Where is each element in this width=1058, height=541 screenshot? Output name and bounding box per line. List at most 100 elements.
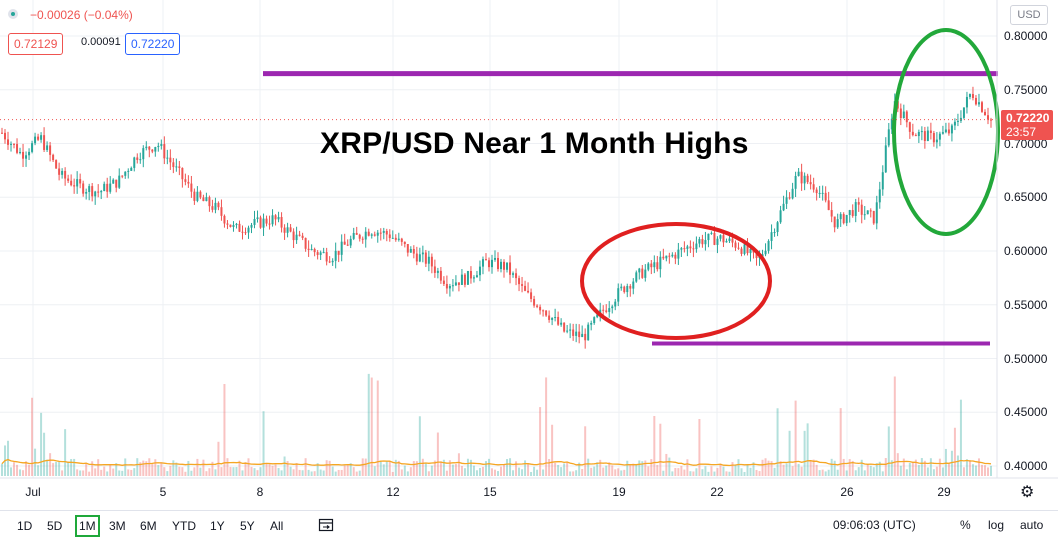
volume-bar — [545, 377, 548, 476]
settings-gear-icon[interactable]: ⚙ — [1020, 484, 1035, 501]
volume-bar — [367, 373, 370, 476]
volume-bar — [358, 470, 361, 476]
volume-bar — [635, 463, 638, 476]
volume-bar — [493, 469, 496, 476]
volume-bar — [536, 469, 539, 476]
volume-bar — [334, 471, 337, 476]
candle-body — [887, 129, 890, 146]
candle-body — [46, 145, 49, 150]
candle-body — [500, 261, 503, 270]
volume-bar — [845, 470, 848, 476]
candle-body — [172, 162, 175, 168]
timeframe-5y[interactable]: 5Y — [240, 519, 255, 533]
candle-body — [824, 192, 827, 201]
timeframe-1d[interactable]: 1D — [17, 519, 33, 533]
volume-bar — [698, 419, 701, 476]
timeframe-6m[interactable]: 6M — [140, 519, 157, 533]
candle-body — [629, 286, 632, 289]
candle-body — [605, 310, 608, 312]
candle-body — [148, 146, 151, 150]
volume-bar — [755, 469, 758, 476]
volume-bar — [647, 466, 650, 476]
volume-bar — [355, 471, 358, 476]
volume-bar — [512, 470, 515, 476]
volume-bar — [124, 458, 127, 476]
candle-body — [953, 121, 956, 126]
candle-body — [602, 309, 605, 311]
timeframe-1m[interactable]: 1M — [75, 515, 100, 537]
price-axis-label: 0.60000 — [1004, 244, 1048, 258]
volume-bar — [100, 469, 103, 476]
candle-body — [340, 241, 343, 255]
log-scale-toggle[interactable]: log — [988, 518, 1005, 532]
candle-body — [493, 257, 496, 260]
candle-body — [76, 179, 79, 187]
volume-bar — [385, 461, 388, 476]
volume-bar — [662, 470, 665, 476]
volume-bar — [566, 462, 569, 476]
candle-body — [608, 308, 611, 312]
volume-bar — [70, 459, 73, 476]
date-range-icon[interactable] — [318, 517, 334, 533]
time-axis-label: 5 — [159, 485, 167, 499]
timeframe-1y[interactable]: 1Y — [210, 519, 225, 533]
ask-button[interactable]: 0.72220 — [125, 33, 181, 55]
volume-bar — [154, 459, 157, 476]
candle-body — [133, 157, 136, 168]
volume-bar — [43, 432, 46, 476]
candle-body — [253, 219, 256, 225]
candle-body — [367, 231, 370, 236]
volume-bar — [292, 469, 295, 476]
volume-bar — [914, 459, 917, 476]
candle-body — [391, 237, 394, 239]
candle-body — [394, 237, 397, 240]
symbol-status-icon — [8, 9, 18, 19]
candle-body — [61, 170, 64, 175]
currency-selector[interactable]: USD — [1010, 5, 1048, 25]
candle-body — [307, 248, 310, 250]
candle-body — [124, 171, 127, 176]
timeframe-all[interactable]: All — [270, 519, 284, 533]
volume-bar — [373, 466, 376, 476]
volume-bar — [770, 461, 773, 476]
volume-bar — [451, 464, 454, 476]
timeframe-3m[interactable]: 3M — [109, 519, 126, 533]
candle-body — [611, 306, 614, 309]
volume-bar — [764, 458, 767, 476]
candle-body — [518, 278, 521, 285]
volume-bar — [518, 467, 521, 476]
candle-body — [902, 111, 905, 119]
bid-button[interactable]: 0.72129 — [8, 33, 64, 55]
volume-bar — [695, 468, 698, 476]
auto-scale-toggle[interactable]: auto — [1020, 518, 1044, 532]
volume-bar — [716, 467, 719, 476]
spread-value: 0.00091 — [81, 36, 121, 48]
candle-body — [710, 232, 713, 234]
timeframe-ytd[interactable]: YTD — [172, 519, 196, 533]
volume-bar — [683, 469, 686, 476]
candle-body — [55, 160, 58, 169]
candle-body — [524, 285, 527, 291]
candle-body — [457, 282, 460, 285]
candle-body — [560, 322, 563, 325]
candle-body — [869, 210, 872, 212]
candle-body — [388, 234, 391, 239]
timeframe-5d[interactable]: 5D — [47, 519, 63, 533]
volume-bar — [731, 462, 734, 476]
volume-bar — [271, 465, 274, 476]
percent-scale-toggle[interactable]: % — [960, 518, 971, 532]
utc-clock[interactable]: 09:06:03 (UTC) — [833, 518, 916, 532]
candle-body — [665, 255, 668, 259]
volume-bar — [557, 464, 560, 476]
candle-body — [764, 250, 767, 255]
volume-bar — [148, 458, 151, 476]
candle-body — [136, 157, 139, 160]
candle-body — [842, 214, 845, 224]
candle-body — [551, 317, 554, 320]
candle-body — [917, 131, 920, 137]
candle-body — [965, 96, 968, 108]
candle-body — [304, 237, 307, 249]
candle-body — [782, 203, 785, 211]
candle-body — [677, 249, 680, 259]
